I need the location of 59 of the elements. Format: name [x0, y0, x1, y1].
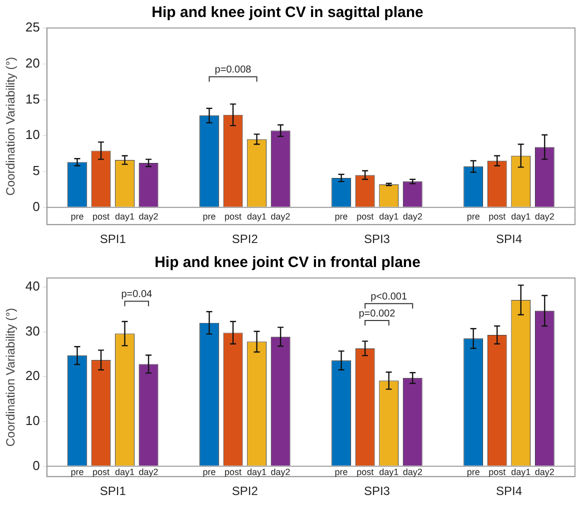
text: post [224, 466, 242, 477]
annotation: p=0.008 [214, 64, 252, 76]
x-tick-label: SPI4 [496, 484, 522, 498]
text: post [488, 466, 506, 477]
y-tick-label: 15 [25, 91, 40, 106]
text: post [356, 211, 374, 222]
text: pre [334, 466, 348, 477]
y-tick-label: 20 [25, 368, 40, 384]
x-tick-label: SPI4 [496, 232, 522, 246]
text: day1 [511, 211, 531, 222]
text: day2 [534, 211, 554, 222]
series-label: post [92, 211, 110, 222]
series-label: pre [70, 466, 84, 477]
text: pre [202, 211, 216, 222]
text: post [224, 211, 242, 222]
text: post [488, 211, 506, 222]
text: day1 [511, 466, 531, 477]
text: day1 [247, 211, 267, 222]
text: day2 [402, 466, 422, 477]
y-tick-label: 10 [25, 127, 40, 142]
series-label: day2 [138, 211, 158, 222]
text: pre [466, 211, 480, 222]
series-label: day2 [138, 466, 158, 477]
text: pre [466, 466, 480, 477]
x-tick-label: SPI3 [364, 232, 390, 246]
x-tick-label: SPI2 [232, 232, 258, 246]
text: day1 [379, 466, 399, 477]
y-tick-label: 5 [32, 163, 40, 178]
series-label: pre [70, 211, 84, 222]
annotation: p<0.001 [370, 291, 408, 302]
y-tick-label: 0 [32, 198, 40, 214]
text: day1 [379, 211, 399, 222]
series-label: day1 [114, 211, 135, 222]
y-axis-title: Coordination Variability (°) [4, 56, 18, 196]
y-tick-label: 25 [25, 20, 40, 35]
annotation: p=0.002 [358, 308, 396, 320]
text: pre [202, 466, 216, 477]
chart-title: Hip and knee joint CV in frontal plane [154, 254, 420, 272]
text: day2 [270, 211, 290, 222]
chart-title: Hip and knee joint CV in sagittal plane [152, 4, 424, 22]
y-tick-label: 40 [25, 278, 40, 294]
series-label: day1 [114, 466, 135, 477]
text: post [356, 466, 374, 477]
text: day1 [247, 466, 267, 477]
y-axis-title: Coordination Variability (°) [4, 308, 18, 447]
x-tick-label: SPI3 [364, 484, 390, 498]
text: day2 [402, 211, 422, 222]
series-label: post [92, 466, 110, 477]
x-tick-label: SPI1 [100, 232, 126, 246]
y-tick-label: 0 [32, 458, 40, 473]
x-tick-label: SPI1 [100, 484, 126, 498]
annotation: p=0.04 [121, 288, 153, 300]
text: day2 [534, 466, 554, 477]
text: day2 [270, 466, 290, 477]
x-tick-label: SPI2 [232, 484, 258, 498]
y-tick-label: 20 [25, 55, 40, 70]
y-tick-label: 10 [25, 413, 40, 428]
text: pre [334, 211, 348, 222]
y-tick-label: 30 [25, 323, 40, 338]
